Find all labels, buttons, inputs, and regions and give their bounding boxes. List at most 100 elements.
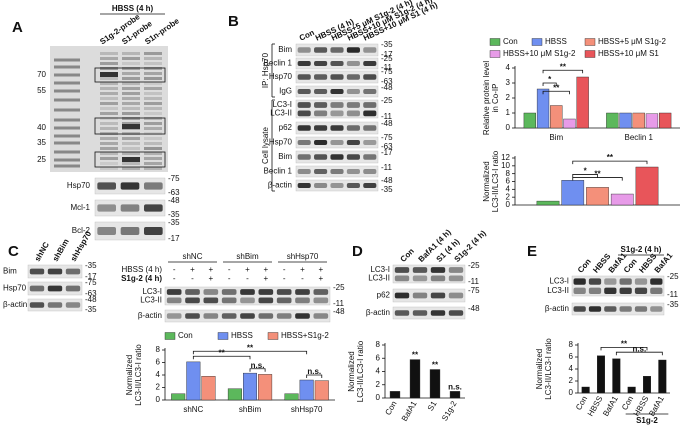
annotation: ** bbox=[219, 348, 226, 357]
blot-band bbox=[297, 102, 311, 108]
mw-marker: -25 bbox=[333, 283, 345, 292]
gel-smear bbox=[122, 152, 140, 155]
mw-marker: -11 bbox=[381, 112, 393, 121]
significance-bracket bbox=[542, 82, 557, 86]
bar bbox=[635, 166, 659, 206]
blot-band bbox=[650, 287, 663, 294]
gel-smear bbox=[144, 137, 162, 140]
mw-marker: -11 bbox=[468, 277, 480, 286]
blot-band bbox=[97, 204, 116, 212]
blot-band bbox=[588, 287, 602, 294]
blot-band bbox=[448, 267, 464, 273]
legend-label: HBSS bbox=[231, 331, 253, 340]
panel-label: C bbox=[8, 243, 19, 260]
legend-swatch bbox=[267, 332, 279, 340]
gel-smear bbox=[100, 127, 118, 130]
blot-band bbox=[363, 61, 377, 66]
annotation: ** bbox=[621, 340, 628, 349]
gel-smear bbox=[122, 97, 140, 100]
legend-swatch bbox=[531, 38, 543, 46]
significance-bracket bbox=[572, 177, 623, 181]
bar bbox=[627, 386, 636, 394]
blot-band bbox=[330, 110, 344, 117]
significance-bracket bbox=[306, 374, 323, 378]
y-tick-label: 8 bbox=[506, 169, 511, 178]
bar bbox=[523, 112, 536, 129]
condition-sign: + bbox=[263, 265, 268, 274]
x-tick-label: Beclin 1 bbox=[625, 133, 654, 142]
gel-smear bbox=[100, 137, 118, 140]
legend-label: HBSS+10 μM S1g-2 bbox=[503, 49, 576, 58]
y-tick-label: 6 bbox=[569, 352, 574, 361]
gel-smear bbox=[100, 122, 118, 125]
blot-band bbox=[634, 306, 648, 312]
gel-smear bbox=[100, 92, 118, 95]
bar bbox=[659, 112, 672, 129]
blot-band bbox=[185, 313, 200, 319]
blot-band bbox=[314, 169, 328, 174]
blot-band bbox=[412, 310, 428, 316]
gel-smear bbox=[144, 72, 162, 75]
gel-smear bbox=[122, 87, 140, 90]
x-tick-label: Con bbox=[620, 395, 635, 412]
bar bbox=[576, 76, 589, 129]
blot-band bbox=[604, 306, 617, 312]
ladder-band bbox=[54, 73, 80, 77]
mw-marker: -11 bbox=[667, 290, 679, 299]
blot-band bbox=[313, 313, 329, 319]
blot-band bbox=[144, 182, 163, 190]
bar bbox=[619, 112, 632, 129]
blot-band bbox=[330, 183, 344, 188]
blot-band bbox=[363, 74, 377, 80]
x-tick-label: S1g-2 bbox=[440, 399, 459, 422]
blot-band bbox=[144, 226, 163, 236]
gel-smear bbox=[100, 87, 118, 90]
row-label: Beclin 1 bbox=[264, 59, 293, 68]
blot-band bbox=[330, 74, 344, 80]
blot-band bbox=[430, 310, 446, 316]
annotation: n.s. bbox=[307, 367, 321, 376]
y-tick-label: 2 bbox=[156, 383, 161, 392]
blot-strip bbox=[571, 275, 665, 297]
bar bbox=[449, 391, 461, 399]
blot-band bbox=[276, 289, 292, 295]
mw-marker: -25 bbox=[381, 96, 393, 105]
blot-band bbox=[297, 125, 311, 131]
mw-marker: -48 bbox=[168, 196, 180, 205]
y-tick-label: 0 bbox=[376, 393, 381, 402]
mw-marker: -48 bbox=[381, 176, 393, 185]
bar bbox=[606, 112, 619, 129]
y-axis-title: LC3-II/LC3-I ratio bbox=[356, 340, 365, 402]
condition-sign: + bbox=[245, 265, 250, 274]
ladder-label: 25 bbox=[37, 155, 46, 164]
condition-sign: + bbox=[300, 265, 305, 274]
blot-band bbox=[29, 268, 45, 275]
blot-band bbox=[314, 89, 328, 94]
gel-smear bbox=[100, 112, 118, 115]
gel-smear bbox=[122, 132, 140, 135]
blot-band bbox=[573, 278, 586, 285]
blot-band bbox=[313, 297, 329, 304]
gel-smear bbox=[122, 82, 140, 85]
blot-band bbox=[240, 289, 255, 295]
annotation: ** bbox=[247, 343, 254, 352]
gel-smear bbox=[122, 167, 140, 170]
blot-band bbox=[363, 89, 377, 94]
blot-band bbox=[240, 313, 255, 319]
lane-label: Con bbox=[576, 257, 593, 275]
row-label: β-actin bbox=[268, 181, 292, 190]
gel-smear bbox=[100, 142, 118, 145]
blot-band bbox=[297, 183, 311, 188]
header: S1g-2 (4 h) bbox=[621, 245, 662, 254]
blot-band bbox=[295, 297, 310, 304]
y-tick-label: 6 bbox=[156, 358, 161, 367]
legend-swatch bbox=[489, 50, 501, 58]
blot-band bbox=[297, 154, 311, 160]
ladder-band bbox=[54, 134, 80, 138]
ladder-label: 70 bbox=[37, 70, 46, 79]
annotation: ** bbox=[412, 351, 419, 360]
gel-smear bbox=[100, 82, 118, 85]
bar bbox=[227, 388, 242, 401]
legend-label: HBSS+5 μM S1g-2 bbox=[598, 37, 667, 46]
gel-smear bbox=[100, 77, 118, 80]
